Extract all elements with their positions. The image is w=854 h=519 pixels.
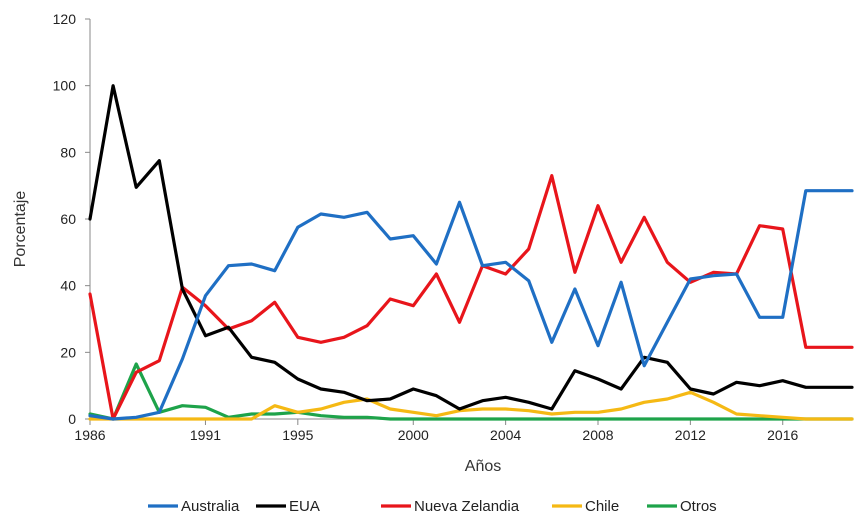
axes: 0 20 40 60 80 100 120 1986 1991 1995 2000 2004 2008 2… bbox=[53, 11, 852, 443]
y-tick-label: 80 bbox=[60, 144, 76, 160]
y-tick-label: 100 bbox=[53, 78, 77, 94]
legend-label-chile: Chile bbox=[585, 498, 619, 515]
x-tick-label: 2008 bbox=[582, 427, 613, 443]
series-line-nueva-zelandia bbox=[88, 174, 854, 421]
y-tick-label: 120 bbox=[53, 11, 77, 27]
series-line-chile bbox=[88, 390, 854, 421]
x-tick-label: 2000 bbox=[398, 427, 429, 443]
series-lines bbox=[88, 84, 854, 421]
x-tick-label: 1995 bbox=[282, 427, 313, 443]
series-line-australia bbox=[88, 189, 854, 421]
x-tick-label: 1986 bbox=[74, 427, 105, 443]
legend-label-eua: EUA bbox=[289, 498, 320, 515]
legend-label-otros: Otros bbox=[680, 498, 717, 515]
legend-label-nueva-zelandia: Nueva Zelandia bbox=[414, 498, 520, 515]
legend-label-australia: Australia bbox=[181, 498, 240, 515]
y-tick-label: 20 bbox=[60, 344, 76, 360]
series-line-eua bbox=[88, 84, 854, 411]
x-axis-label: Años bbox=[465, 458, 501, 475]
x-tick-label: 1991 bbox=[190, 427, 221, 443]
series-line-otros bbox=[88, 362, 854, 421]
x-tick-label: 2012 bbox=[675, 427, 706, 443]
y-tick-label: 0 bbox=[68, 411, 76, 427]
x-tick-label: 2004 bbox=[490, 427, 521, 443]
y-tick-label: 60 bbox=[60, 211, 76, 227]
legend: Australia EUA Nueva Zelandia Chile Otros bbox=[148, 498, 717, 515]
y-axis-label: Porcentaje bbox=[12, 191, 29, 268]
x-tick-label: 2016 bbox=[767, 427, 798, 443]
y-tick-label: 40 bbox=[60, 278, 76, 294]
